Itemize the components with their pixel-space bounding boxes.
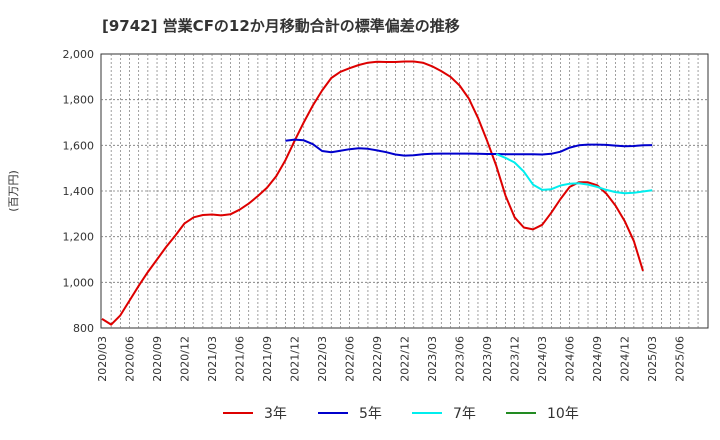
- x-tick-label: 2025/06: [674, 336, 687, 382]
- y-tick-label: 2,000: [63, 48, 95, 61]
- x-tick-label: 2024/06: [564, 336, 577, 382]
- x-axis-ticks: 2020/03 2020/06 2020/09 2020/12 2021/03 2021/…: [96, 336, 687, 382]
- legend: 3年 5年 7年 10年: [223, 406, 579, 422]
- y-tick-label: 1,800: [63, 94, 95, 107]
- x-tick-label: 2024/09: [591, 336, 604, 382]
- x-tick-label: 2024/12: [619, 336, 632, 382]
- x-tick-label: 2023/09: [481, 336, 494, 382]
- x-tick-label: 2021/06: [234, 336, 247, 382]
- series-line-2: [495, 153, 653, 195]
- x-tick-label: 2021/03: [206, 336, 219, 382]
- x-tick-label: 2023/12: [509, 336, 522, 382]
- series-line-1: [285, 138, 653, 157]
- legend-label-0: 3年: [264, 406, 287, 422]
- x-tick-label: 2020/06: [124, 336, 137, 382]
- x-tick-label: 2021/09: [261, 336, 274, 382]
- x-tick-label: 2022/12: [399, 336, 412, 382]
- x-tick-label: 2020/12: [179, 336, 192, 382]
- chart-title: [9742] 営業CFの12か月移動合計の標準偏差の推移: [102, 17, 460, 35]
- series-lines: [101, 60, 653, 326]
- x-tick-label: 2024/03: [536, 336, 549, 382]
- x-tick-label: 2022/03: [316, 336, 329, 382]
- y-tick-label: 800: [73, 322, 94, 335]
- x-tick-label: 2020/03: [96, 336, 109, 382]
- x-tick-label: 2020/09: [151, 336, 164, 382]
- y-tick-label: 1,400: [63, 185, 95, 198]
- y-tick-label: 1,600: [63, 139, 95, 152]
- x-tick-label: 2022/09: [371, 336, 384, 382]
- legend-label-3: 10年: [547, 406, 579, 422]
- series-line-0: [101, 60, 644, 326]
- y-tick-label: 1,000: [63, 276, 95, 289]
- y-tick-label: 1,200: [63, 231, 95, 244]
- x-tick-label: 2023/03: [426, 336, 439, 382]
- x-tick-label: 2021/12: [289, 336, 302, 382]
- x-tick-label: 2025/03: [646, 336, 659, 382]
- x-tick-label: 2022/06: [344, 336, 357, 382]
- x-tick-label: 2023/06: [454, 336, 467, 382]
- y-axis-ticks: 800 1,000 1,200 1,400 1,600 1,800 2,000: [63, 48, 95, 335]
- y-axis-label: (百万円): [7, 170, 20, 212]
- legend-label-1: 5年: [359, 406, 382, 422]
- legend-label-2: 7年: [453, 406, 476, 422]
